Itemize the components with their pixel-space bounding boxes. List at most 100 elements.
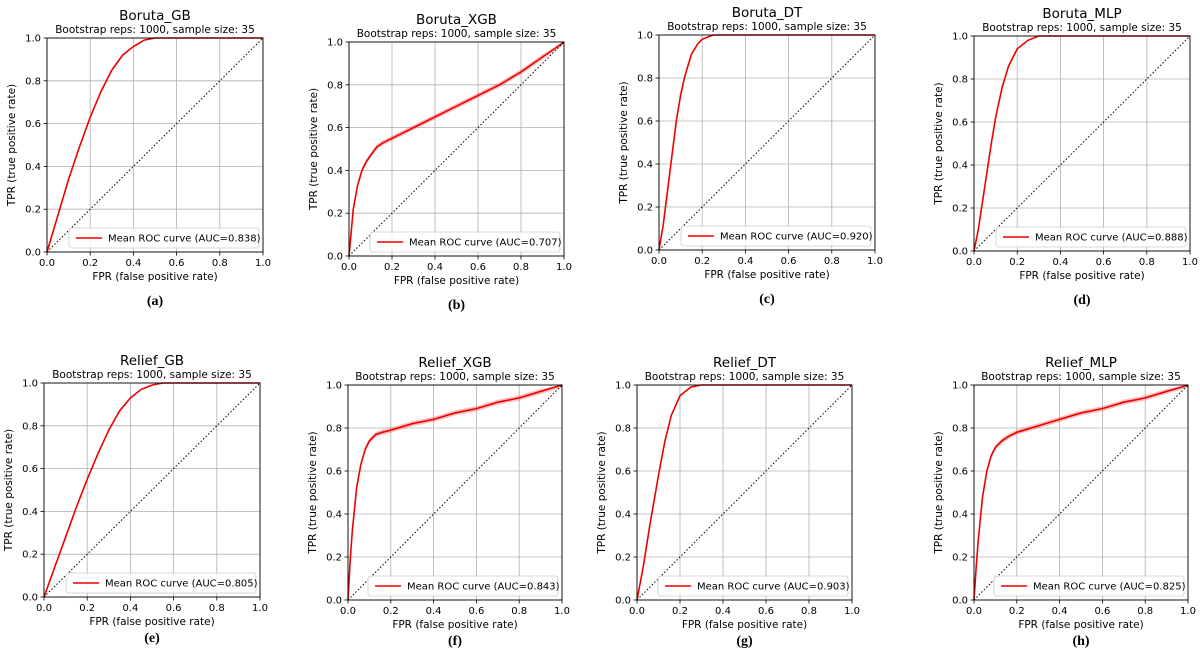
- x-tick-label: 0.8: [1139, 257, 1155, 268]
- panel-caption: (d): [1073, 293, 1091, 308]
- roc-panel: Relief_GB Bootstrap reps: 1000, sample si…: [0, 336, 300, 671]
- y-tick-label: 0.8: [637, 74, 653, 85]
- y-tick-label: 0.8: [25, 76, 41, 87]
- y-tick-label: 0.0: [615, 596, 631, 607]
- x-tick-label: 0.0: [36, 603, 52, 614]
- y-tick-label: 0.4: [615, 510, 631, 521]
- chart-title: Boruta_XGB: [416, 12, 497, 28]
- y-tick-label: 1.0: [22, 379, 38, 390]
- y-tick-label: 0.2: [25, 205, 41, 216]
- x-tick-label: 0.2: [1009, 606, 1025, 617]
- y-tick-label: 1.0: [326, 381, 342, 392]
- x-tick-label: 0.2: [694, 256, 710, 267]
- legend-entry: Mean ROC curve (AUC=0.825): [1033, 582, 1186, 593]
- x-tick-label: 1.0: [1182, 257, 1198, 268]
- y-tick-label: 0.0: [637, 246, 653, 257]
- y-tick-label: 1.0: [615, 381, 631, 392]
- roc-panel: Boruta_DT Bootstrap reps: 1000, sample si…: [600, 0, 900, 335]
- x-tick-label: 0.6: [1094, 606, 1110, 617]
- y-tick-label: 1.0: [952, 32, 968, 43]
- legend: Mean ROC curve (AUC=0.888): [995, 226, 1188, 248]
- legend: Mean ROC curve (AUC=0.805): [65, 572, 258, 594]
- diagonal-reference-line: [658, 34, 876, 251]
- y-tick-label: 0.0: [952, 596, 968, 607]
- x-tick-label: 0.6: [470, 262, 486, 273]
- diagonal-reference-line: [636, 384, 853, 601]
- legend-entry: Mean ROC curve (AUC=0.805): [105, 579, 258, 590]
- chart-title: Boruta_GB: [119, 8, 191, 24]
- x-tick-label: 0.0: [966, 606, 982, 617]
- y-tick-label: 0.0: [952, 247, 968, 258]
- panel-caption: (h): [1072, 634, 1090, 649]
- legend-entry: Mean ROC curve (AUC=0.843): [407, 582, 560, 593]
- roc-panel: Relief_DT Bootstrap reps: 1000, sample si…: [596, 336, 900, 671]
- x-tick-label: 0.2: [383, 606, 399, 617]
- legend-box: [367, 575, 559, 597]
- x-axis-label: FPR (false positive rate): [1019, 270, 1144, 282]
- y-tick-label: 0.8: [615, 424, 631, 435]
- y-tick-label: 0.2: [327, 209, 343, 220]
- mean-roc-curve: [348, 41, 565, 257]
- axes-frame: [43, 382, 261, 598]
- y-tick-label: 0.0: [22, 593, 38, 604]
- y-axis-label: TPR (true positive rate): [308, 88, 320, 211]
- legend: Mean ROC curve (AUC=0.843): [367, 575, 560, 597]
- y-tick-label: 0.2: [615, 553, 631, 564]
- chart-subtitle: Bootstrap reps: 1000, sample size: 35: [355, 371, 555, 383]
- x-tick-label: 0.4: [1052, 606, 1068, 617]
- panel-caption: (g): [736, 634, 753, 649]
- axes-frame: [348, 41, 565, 257]
- legend-box: [657, 575, 849, 597]
- diagonal-reference-line: [347, 384, 563, 601]
- y-axis-label: TPR (true positive rate): [933, 431, 945, 554]
- x-tick-label: 0.6: [781, 256, 797, 267]
- chart-title: Relief_XGB: [418, 355, 491, 371]
- y-axis-label: TPR (true positive rate): [307, 431, 319, 554]
- x-tick-label: 0.4: [427, 262, 443, 273]
- chart-subtitle: Bootstrap reps: 1000, sample size: 35: [645, 371, 845, 383]
- y-axis-label: TPR (true positive rate): [3, 429, 15, 552]
- panel-caption: (c): [759, 292, 775, 307]
- legend: Mean ROC curve (AUC=0.825): [993, 575, 1186, 597]
- y-tick-label: 0.6: [327, 123, 343, 134]
- y-tick-label: 0.4: [952, 510, 968, 521]
- chart-subtitle: Bootstrap reps: 1000, sample size: 35: [981, 371, 1181, 383]
- axes-frame: [658, 34, 876, 251]
- y-tick-label: 0.6: [615, 467, 631, 478]
- panel-caption: (a): [146, 294, 164, 309]
- y-tick-label: 0.4: [327, 166, 343, 177]
- y-tick-label: 0.6: [25, 119, 41, 130]
- y-tick-label: 0.2: [22, 550, 38, 561]
- y-tick-label: 0.4: [22, 507, 38, 518]
- legend-entry: Mean ROC curve (AUC=0.838): [108, 234, 261, 245]
- x-tick-label: 0.8: [511, 606, 527, 617]
- legend-entry: Mean ROC curve (AUC=0.920): [720, 232, 873, 243]
- chart-subtitle: Bootstrap reps: 1000, sample size: 35: [982, 22, 1182, 34]
- diagonal-reference-line: [43, 382, 261, 598]
- y-tick-label: 0.0: [327, 252, 343, 263]
- y-tick-label: 1.0: [952, 381, 968, 392]
- x-tick-label: 0.4: [737, 256, 753, 267]
- x-tick-label: 1.0: [554, 606, 570, 617]
- legend-box: [369, 231, 561, 253]
- legend-box: [68, 227, 260, 249]
- x-tick-label: 0.4: [715, 606, 731, 617]
- x-tick-label: 0.0: [341, 262, 357, 273]
- x-tick-label: 0.4: [125, 258, 141, 269]
- x-tick-label: 0.4: [426, 606, 442, 617]
- axes-frame: [347, 384, 563, 601]
- legend: Mean ROC curve (AUC=0.903): [657, 575, 850, 597]
- panel-caption: (e): [144, 631, 160, 646]
- chart-title: Boruta_DT: [732, 5, 803, 21]
- x-tick-label: 0.8: [212, 258, 228, 269]
- x-tick-label: 0.6: [468, 606, 484, 617]
- x-tick-label: 0.2: [82, 258, 98, 269]
- diagonal-reference-line: [46, 37, 264, 253]
- chart-title: Boruta_MLP: [1042, 6, 1121, 22]
- x-tick-label: 0.2: [672, 606, 688, 617]
- x-axis-label: FPR (false positive rate): [682, 619, 807, 631]
